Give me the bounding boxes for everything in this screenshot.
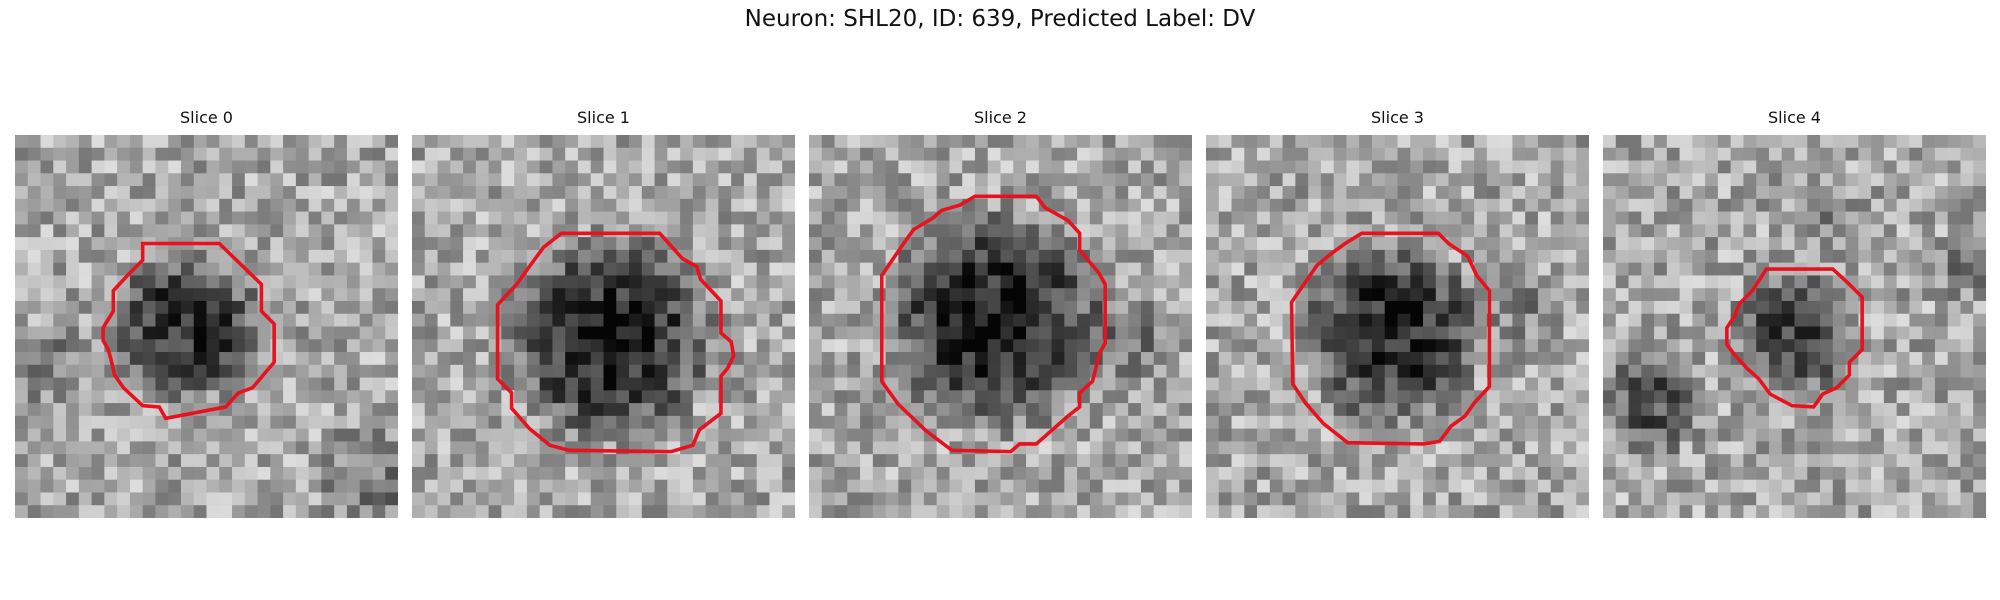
slice-image bbox=[1603, 135, 1986, 518]
cell-outline bbox=[101, 241, 276, 421]
slice-image bbox=[412, 135, 795, 518]
slice-title: Slice 0 bbox=[180, 108, 233, 127]
cell-outline bbox=[1289, 231, 1492, 446]
cell-outline bbox=[879, 194, 1107, 454]
figure-title: Neuron: SHL20, ID: 639, Predicted Label:… bbox=[744, 6, 1256, 32]
slice-image bbox=[809, 135, 1192, 518]
cell-outline bbox=[1725, 267, 1864, 409]
slice-title: Slice 2 bbox=[974, 108, 1027, 127]
slice-title: Slice 4 bbox=[1768, 108, 1821, 127]
slice-title: Slice 1 bbox=[577, 108, 630, 127]
slice-title: Slice 3 bbox=[1371, 108, 1424, 127]
slice-image bbox=[1206, 135, 1589, 518]
cell-outline bbox=[495, 231, 736, 454]
slice-image bbox=[15, 135, 398, 518]
